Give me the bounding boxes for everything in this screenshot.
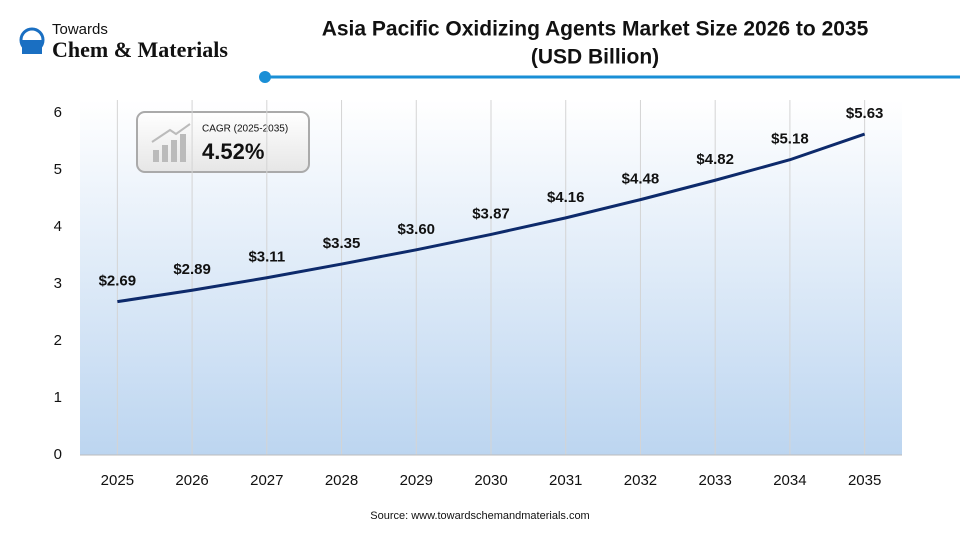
- y-tick-label: 6: [54, 104, 62, 121]
- cagr-box: CAGR (2025-2035) 4.52%: [136, 111, 310, 173]
- x-tick-label: 2027: [250, 472, 283, 489]
- y-tick-label: 0: [54, 446, 62, 463]
- value-label: $4.82: [696, 151, 734, 168]
- title-rule-dot: [259, 71, 271, 83]
- logo: Towards Chem & Materials: [19, 21, 228, 62]
- value-label: $4.48: [622, 171, 660, 188]
- cagr-value: 4.52%: [202, 139, 264, 164]
- cagr-icon: [180, 134, 186, 162]
- value-label: $5.63: [846, 105, 884, 122]
- value-label: $3.87: [472, 205, 510, 222]
- y-tick-label: 2: [54, 332, 62, 349]
- value-label: $4.16: [547, 189, 585, 206]
- x-tick-label: 2033: [698, 472, 731, 489]
- value-label: $3.60: [397, 221, 435, 238]
- chart-title: Asia Pacific Oxidizing Agents Market Siz…: [322, 18, 869, 41]
- cagr-label: CAGR (2025-2035): [202, 124, 288, 135]
- value-label: $3.11: [248, 249, 285, 266]
- value-label: $2.89: [173, 261, 211, 278]
- source: Source: www.towardschemandmaterials.com: [370, 510, 589, 522]
- x-tick-label: 2030: [474, 472, 507, 489]
- chart-subtitle: (USD Billion): [531, 46, 659, 69]
- line: [117, 132, 866, 304]
- value-label: $3.35: [323, 235, 361, 252]
- y-tick-label: 3: [54, 275, 62, 292]
- x-tick-label: 2035: [848, 472, 881, 489]
- y-tick-label: 5: [54, 161, 62, 178]
- value-label: $5.18: [771, 131, 809, 148]
- value-label: $2.69: [99, 273, 137, 290]
- x-tick-label: 2031: [549, 472, 582, 489]
- y-tick-label: 4: [54, 218, 62, 235]
- cagr-icon: [171, 140, 177, 162]
- x-tick-label: 2032: [624, 472, 657, 489]
- x-tick-label: 2028: [325, 472, 358, 489]
- x-tick-label: 2025: [101, 472, 134, 489]
- x-tick-label: 2029: [400, 472, 433, 489]
- logo-text: Chem & Materials: [52, 37, 228, 62]
- x-tick-label: 2034: [773, 472, 806, 489]
- logo-icon: [22, 40, 42, 54]
- logo-text: Towards: [52, 21, 108, 38]
- cagr-icon: [153, 150, 159, 162]
- cagr-icon: [162, 145, 168, 162]
- x-tick-label: 2026: [175, 472, 208, 489]
- y-tick-label: 1: [54, 389, 62, 406]
- cagr-icon: [151, 123, 191, 143]
